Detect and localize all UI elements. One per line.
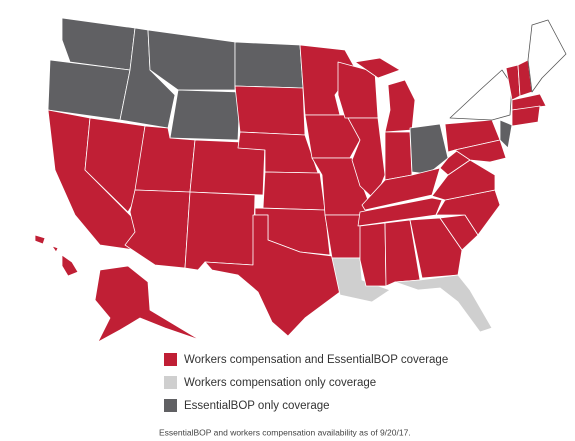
- state: [511, 105, 541, 127]
- state: [409, 123, 449, 175]
- state: [384, 131, 413, 181]
- state: [359, 222, 387, 287]
- legend-label: Workers compensation only coverage: [184, 377, 376, 389]
- state: [184, 191, 256, 271]
- state: [347, 117, 386, 201]
- state: [94, 265, 201, 343]
- state: [61, 17, 136, 71]
- state: [409, 217, 463, 279]
- state: [234, 41, 304, 89]
- state: [354, 57, 401, 79]
- state: [169, 89, 241, 141]
- state: [449, 69, 513, 121]
- state: [147, 29, 236, 91]
- state: [384, 79, 416, 133]
- state: [499, 119, 513, 149]
- legend-swatch: [164, 376, 177, 389]
- footnote: EssentialBOP and workers compensation av…: [159, 427, 411, 437]
- states: [34, 17, 567, 343]
- state: [394, 274, 493, 333]
- state: [527, 19, 567, 93]
- state: [47, 59, 131, 121]
- state: [34, 234, 46, 245]
- state: [357, 197, 443, 227]
- state: [454, 139, 507, 163]
- state: [304, 114, 361, 159]
- state: [262, 171, 326, 211]
- state: [204, 214, 341, 337]
- state: [51, 245, 59, 253]
- legend: Workers compensation and EssentialBOP co…: [164, 353, 448, 412]
- state: [61, 254, 79, 277]
- state: [234, 85, 306, 136]
- state: [124, 189, 191, 269]
- legend-label: EssentialBOP only coverage: [184, 400, 330, 412]
- legend-label: Workers compensation and EssentialBOP co…: [184, 354, 448, 366]
- legend-swatch: [164, 353, 177, 366]
- legend-swatch: [164, 399, 177, 412]
